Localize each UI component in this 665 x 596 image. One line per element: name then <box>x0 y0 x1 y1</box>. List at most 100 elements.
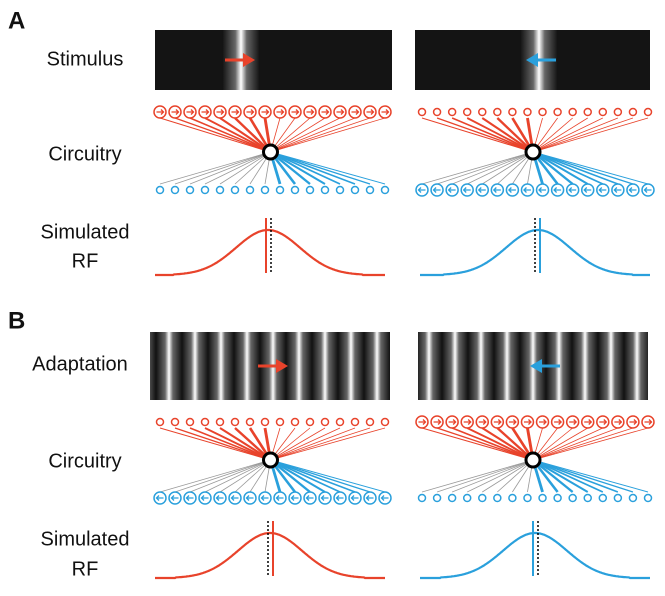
input-unit <box>232 419 239 426</box>
connection <box>452 152 533 184</box>
connection <box>482 428 533 460</box>
input-unit <box>434 495 441 502</box>
input-unit <box>464 109 471 116</box>
input-unit <box>479 495 486 502</box>
input-unit <box>539 495 546 502</box>
row-label: Circuitry <box>48 450 121 472</box>
input-unit <box>554 109 561 116</box>
input-unit <box>232 187 239 194</box>
connection <box>482 118 533 152</box>
row-label: Simulated <box>41 221 130 243</box>
input-unit <box>645 495 652 502</box>
stimulus <box>155 30 392 90</box>
panel-label: A <box>8 7 25 34</box>
connection <box>533 118 633 152</box>
input-unit <box>172 419 179 426</box>
row-label: Adaptation <box>32 353 128 375</box>
connection <box>437 460 533 492</box>
row-label: RF <box>72 250 99 272</box>
input-unit <box>187 419 194 426</box>
connection <box>220 118 271 152</box>
connection <box>220 152 271 184</box>
panel-label: B <box>8 307 25 334</box>
input-unit <box>247 419 254 426</box>
input-unit <box>584 109 591 116</box>
figure: A B Stimulus Circuitry Simulated RF Adap… <box>0 0 665 596</box>
input-unit <box>494 495 501 502</box>
input-unit <box>367 419 374 426</box>
connection <box>190 152 271 184</box>
connection <box>175 428 271 460</box>
row-label: Circuitry <box>48 143 121 165</box>
connection <box>533 152 633 184</box>
input-unit <box>292 419 299 426</box>
input-unit <box>419 495 426 502</box>
input-unit <box>449 109 456 116</box>
input-unit <box>382 419 389 426</box>
input-unit <box>247 187 254 194</box>
input-unit <box>494 109 501 116</box>
connection <box>437 118 533 152</box>
connection <box>452 118 533 152</box>
connection <box>190 428 271 460</box>
input-unit <box>645 109 652 116</box>
input-unit <box>352 187 359 194</box>
input-unit <box>569 109 576 116</box>
input-unit <box>614 109 621 116</box>
input-unit <box>157 187 164 194</box>
connection <box>482 152 533 184</box>
connection <box>437 428 533 460</box>
connection <box>271 118 386 152</box>
input-unit <box>307 419 314 426</box>
input-unit <box>434 109 441 116</box>
connection <box>533 460 633 492</box>
connection <box>271 428 341 460</box>
row-label: RF <box>72 558 99 580</box>
input-unit <box>217 187 224 194</box>
connection <box>175 460 271 492</box>
input-unit <box>217 419 224 426</box>
output-neuron <box>526 453 540 467</box>
input-unit <box>524 109 531 116</box>
input-unit <box>262 419 269 426</box>
input-unit <box>599 495 606 502</box>
connection <box>271 118 341 152</box>
input-unit <box>382 187 389 194</box>
input-unit <box>187 187 194 194</box>
rf-curve <box>155 533 385 578</box>
input-unit <box>614 495 621 502</box>
connection <box>220 460 271 492</box>
input-unit <box>172 187 179 194</box>
input-unit <box>539 109 546 116</box>
input-unit <box>307 187 314 194</box>
input-unit <box>367 187 374 194</box>
connection <box>220 428 271 460</box>
connection <box>271 460 371 492</box>
connection <box>271 428 371 460</box>
input-unit <box>202 419 209 426</box>
row-label: Simulated <box>41 528 130 550</box>
connection <box>482 460 533 492</box>
connection <box>190 118 271 152</box>
connection <box>175 118 271 152</box>
input-unit <box>322 419 329 426</box>
connection <box>271 118 371 152</box>
input-unit <box>584 495 591 502</box>
input-unit <box>292 187 299 194</box>
connection <box>452 460 533 492</box>
output-neuron <box>264 453 278 467</box>
input-unit <box>569 495 576 502</box>
output-neuron <box>264 145 278 159</box>
connection <box>190 460 271 492</box>
connection <box>175 152 271 184</box>
connection <box>437 152 533 184</box>
input-unit <box>464 495 471 502</box>
rf-curve <box>420 533 650 578</box>
input-unit <box>322 187 329 194</box>
input-unit <box>509 109 516 116</box>
input-unit <box>337 419 344 426</box>
connection <box>271 428 386 460</box>
connection <box>533 428 633 460</box>
input-unit <box>629 495 636 502</box>
input-unit <box>262 187 269 194</box>
